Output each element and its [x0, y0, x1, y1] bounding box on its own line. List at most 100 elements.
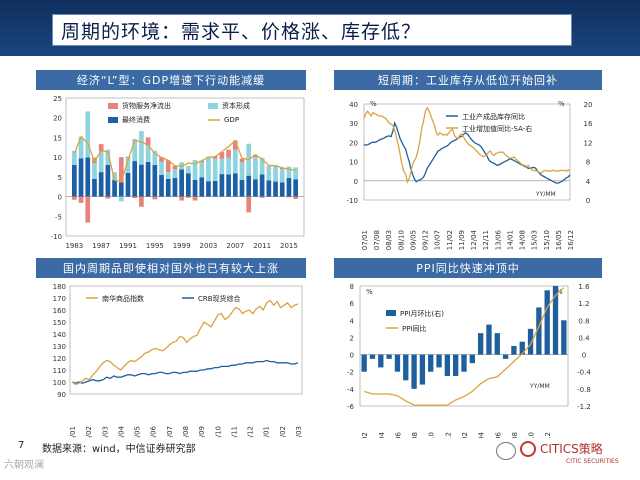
- bar-capital: [152, 150, 158, 166]
- x-tick-label: 2017/01: [263, 426, 271, 438]
- x-tick-label: 15/10: [428, 432, 436, 438]
- y-tick-left: 2: [350, 334, 354, 342]
- legend-label: 资本形成: [222, 101, 250, 110]
- bar-capital: [159, 161, 164, 175]
- y-tick-right: 0.8: [578, 317, 589, 325]
- bar-capital: [105, 149, 111, 166]
- data-source: 数据来源：wind，中信证券研究部: [42, 444, 196, 455]
- x-tick-label: 14/01: [506, 230, 514, 250]
- y-tick-label: 25: [53, 95, 62, 103]
- y-tick-left: 30: [349, 120, 358, 128]
- y-tick-right: -1.2: [577, 403, 591, 411]
- gdp-line: [73, 135, 296, 183]
- y-tick-label: 140: [53, 331, 66, 339]
- x-tick-label: 16/02: [461, 432, 469, 438]
- x-tick-label: 16/04: [478, 431, 486, 438]
- x-tick-label: 15/03: [531, 230, 539, 250]
- bar-capital: [199, 162, 205, 178]
- bar-capital: [186, 165, 191, 174]
- y-tick-right: -0.4: [577, 369, 591, 377]
- x-tick-label: 15/08: [411, 432, 419, 438]
- bar-capital: [279, 168, 285, 183]
- ppi-mom-bar: [394, 354, 401, 372]
- bar-net-export: [172, 165, 178, 170]
- ppi-mom-bar: [428, 354, 434, 372]
- bar-consumption: [273, 181, 278, 197]
- bar-net-export: [259, 196, 265, 198]
- bar-net-export: [179, 196, 184, 201]
- nanhua-line: [71, 299, 299, 386]
- bar-capital: [132, 139, 138, 162]
- ppi-mom-bar: [519, 341, 525, 355]
- bar-capital: [165, 172, 171, 179]
- ppi-mom-bar: [453, 354, 459, 376]
- x-tick-label: 10/07: [434, 230, 442, 250]
- x-tick-label: 16/08: [511, 432, 519, 438]
- x-tick-label: 07/08: [373, 230, 381, 250]
- ppi-mom-bar: [411, 354, 417, 389]
- bar-consumption: [219, 174, 225, 197]
- legend-label: PPI同比: [402, 324, 427, 333]
- x-tick-label: 13/06: [494, 229, 502, 250]
- y-tick-left: 10: [349, 159, 358, 167]
- x-tick-label: 12/11: [482, 230, 490, 250]
- bar-net-export: [212, 156, 218, 159]
- x-tick-label: 08/03: [385, 230, 393, 250]
- bar-consumption: [253, 179, 258, 197]
- bar-consumption: [152, 165, 158, 197]
- x-tick-label: 11/02: [446, 230, 454, 250]
- panel-title-commodity: 国内周期品即使相对国外也已有较大上涨: [36, 258, 306, 278]
- bar-capital: [206, 157, 211, 182]
- bar-net-export: [125, 156, 131, 158]
- citic-logo-icon: [520, 440, 536, 457]
- y-tick-right: 4: [586, 178, 591, 186]
- title-box: 周期的环境：需求平、价格涨、库存低？: [52, 14, 572, 46]
- bar-capital: [112, 173, 117, 181]
- legend-label: 货物服务净流出: [122, 101, 171, 110]
- y-tick-right: 1.6: [578, 283, 590, 291]
- bar-capital: [273, 165, 278, 182]
- ppi-mom-bar: [419, 354, 426, 385]
- page-number: 7: [18, 440, 25, 451]
- bar-consumption: [192, 180, 198, 197]
- bar-consumption: [112, 180, 117, 197]
- bar-consumption: [145, 161, 151, 197]
- legend-label: 工业产成品库存同比: [462, 112, 525, 121]
- bar-net-export: [219, 152, 225, 159]
- legend-label: 南华商品指数: [102, 294, 144, 303]
- legend-swatch: [108, 103, 118, 109]
- left-unit: %: [366, 288, 373, 296]
- y-tick-left: 0: [354, 178, 358, 186]
- bar-consumption: [139, 164, 144, 197]
- bar-consumption: [85, 157, 91, 197]
- x-tick-label: 1995: [146, 242, 164, 250]
- bar-capital: [266, 167, 272, 181]
- y-tick-label: 180: [53, 283, 66, 291]
- legend-swatch: [208, 103, 218, 109]
- ppi-mom-bar: [486, 324, 492, 355]
- bar-consumption: [125, 172, 131, 197]
- x-tick-label: 2007: [226, 242, 244, 250]
- bar-consumption: [179, 169, 184, 197]
- y-tick-right: 0: [586, 197, 590, 205]
- crb-line: [71, 359, 299, 384]
- y-tick-right: 20: [584, 101, 593, 109]
- panel-title-gdp: 经济“L”型：GDP增速下行动能减缓: [36, 70, 306, 90]
- brand-subtext: CITIC SECURITIES: [566, 458, 619, 465]
- ppi-mom-bar: [361, 354, 367, 372]
- bar-consumption: [279, 182, 285, 197]
- legend-label: GDP: [224, 116, 239, 124]
- brand-logo: CITICS策略: [520, 440, 603, 457]
- bar-capital: [212, 158, 218, 181]
- x-tick-label: 09/05: [409, 230, 417, 250]
- bar-net-export: [112, 172, 117, 174]
- bar-capital: [286, 166, 292, 179]
- bar-net-export: [192, 196, 198, 201]
- bar-capital: [125, 157, 131, 173]
